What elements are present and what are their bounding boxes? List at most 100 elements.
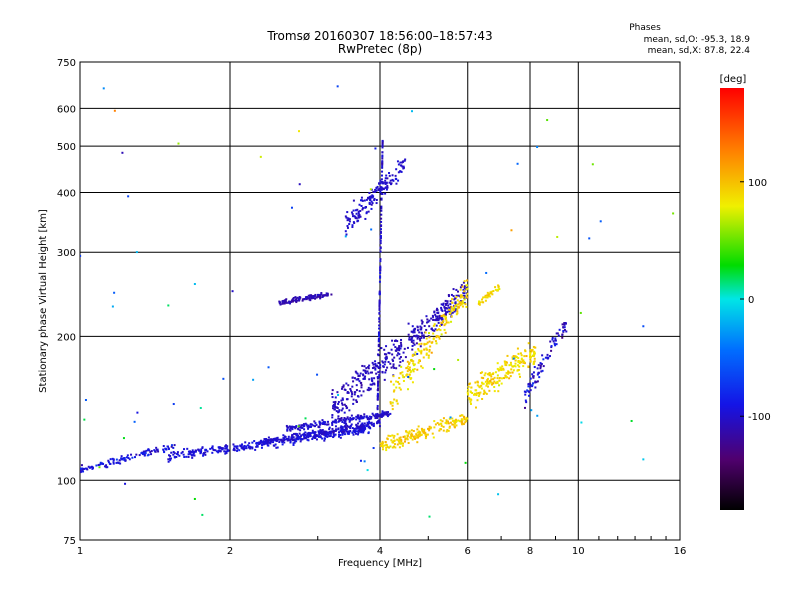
data-point bbox=[109, 458, 112, 461]
data-point bbox=[396, 402, 399, 405]
data-point bbox=[331, 389, 334, 392]
data-point bbox=[412, 429, 415, 432]
data-point bbox=[381, 170, 384, 173]
data-point bbox=[355, 378, 358, 381]
data-point bbox=[288, 425, 291, 428]
data-point bbox=[351, 224, 354, 227]
data-point bbox=[395, 178, 398, 181]
data-point bbox=[420, 326, 423, 329]
data-point bbox=[511, 371, 514, 374]
data-point bbox=[563, 328, 566, 331]
data-point bbox=[320, 293, 323, 296]
data-point bbox=[473, 393, 476, 396]
data-point bbox=[121, 151, 124, 154]
data-point bbox=[509, 361, 512, 364]
data-point bbox=[375, 415, 378, 418]
data-point bbox=[419, 431, 422, 434]
data-point bbox=[403, 440, 406, 443]
data-point bbox=[437, 319, 440, 322]
data-point bbox=[496, 380, 499, 383]
data-point bbox=[487, 381, 490, 384]
data-point bbox=[547, 356, 550, 359]
data-point bbox=[387, 411, 390, 414]
data-point bbox=[252, 378, 255, 381]
data-point bbox=[424, 431, 427, 434]
data-point bbox=[417, 434, 420, 437]
data-point bbox=[426, 433, 429, 436]
data-point bbox=[307, 432, 310, 435]
data-point bbox=[343, 428, 346, 431]
data-point bbox=[157, 450, 160, 453]
data-point bbox=[285, 424, 288, 427]
data-point bbox=[439, 419, 442, 422]
data-point bbox=[440, 323, 443, 326]
data-point bbox=[412, 435, 415, 438]
data-point bbox=[353, 427, 356, 430]
data-point bbox=[385, 369, 388, 372]
data-point bbox=[378, 290, 381, 293]
data-point bbox=[298, 296, 301, 299]
data-point bbox=[539, 367, 542, 370]
data-point bbox=[425, 347, 428, 350]
data-point bbox=[374, 417, 377, 420]
data-point bbox=[414, 353, 417, 356]
data-point bbox=[327, 420, 330, 423]
data-point bbox=[352, 199, 355, 202]
data-point bbox=[239, 445, 242, 448]
data-point bbox=[459, 300, 462, 303]
data-point bbox=[288, 301, 291, 304]
data-point bbox=[364, 369, 367, 372]
data-point bbox=[454, 422, 457, 425]
data-point bbox=[364, 372, 367, 375]
data-point bbox=[378, 421, 381, 424]
data-point bbox=[124, 459, 127, 462]
data-point bbox=[122, 437, 125, 440]
data-point bbox=[270, 439, 273, 442]
data-point bbox=[402, 351, 405, 354]
data-point bbox=[381, 144, 384, 147]
data-point bbox=[372, 190, 375, 193]
data-point bbox=[202, 454, 205, 457]
data-point bbox=[312, 296, 315, 299]
data-point bbox=[442, 315, 445, 318]
data-point bbox=[380, 224, 383, 227]
data-point bbox=[450, 293, 453, 296]
data-point bbox=[413, 328, 416, 331]
data-point bbox=[380, 213, 383, 216]
data-point bbox=[342, 430, 345, 433]
data-point bbox=[422, 356, 425, 359]
data-point bbox=[355, 371, 358, 374]
data-point bbox=[367, 210, 370, 213]
data-point bbox=[340, 419, 343, 422]
data-point bbox=[458, 420, 461, 423]
data-point bbox=[338, 409, 341, 412]
data-point bbox=[374, 367, 377, 370]
data-point bbox=[412, 329, 415, 332]
data-point bbox=[338, 417, 341, 420]
data-point bbox=[519, 352, 522, 355]
data-point bbox=[505, 376, 508, 379]
data-point bbox=[193, 454, 196, 457]
data-point bbox=[200, 448, 203, 451]
data-point bbox=[368, 418, 371, 421]
data-point bbox=[376, 420, 379, 423]
data-point bbox=[378, 374, 381, 377]
data-point bbox=[497, 284, 500, 287]
data-point bbox=[454, 301, 457, 304]
data-point bbox=[367, 431, 370, 434]
data-point bbox=[279, 303, 282, 306]
data-point bbox=[408, 430, 411, 433]
data-point bbox=[353, 391, 356, 394]
data-point bbox=[334, 402, 337, 405]
data-point bbox=[425, 348, 428, 351]
data-point bbox=[425, 328, 428, 331]
data-point bbox=[523, 355, 526, 358]
data-point bbox=[496, 289, 499, 292]
data-point bbox=[494, 286, 497, 289]
data-point bbox=[286, 429, 289, 432]
data-point bbox=[191, 449, 194, 452]
data-point bbox=[500, 368, 503, 371]
data-point bbox=[438, 324, 441, 327]
data-point bbox=[83, 418, 86, 421]
data-point bbox=[353, 377, 356, 380]
